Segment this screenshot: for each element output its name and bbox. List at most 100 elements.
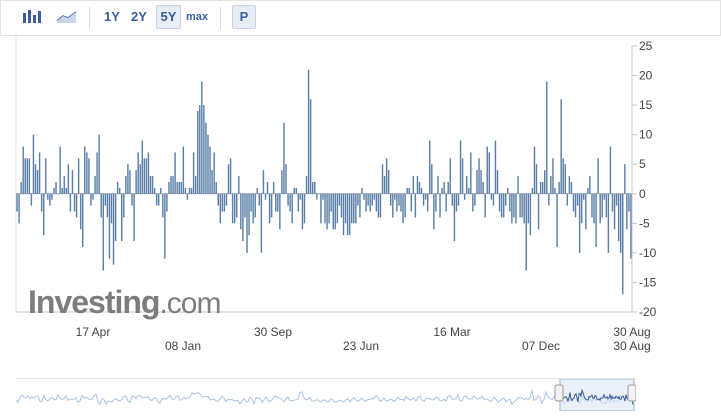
bar[interactable]: [309, 99, 312, 194]
bar[interactable]: [219, 193, 222, 224]
bar[interactable]: [435, 193, 437, 212]
bar[interactable]: [357, 193, 359, 206]
bar[interactable]: [225, 193, 228, 206]
bar[interactable]: [531, 187, 534, 194]
bar[interactable]: [617, 193, 620, 242]
bar[interactable]: [248, 193, 250, 236]
bar[interactable]: [289, 193, 291, 212]
bar[interactable]: [318, 193, 320, 195]
bar[interactable]: [416, 176, 419, 194]
bar[interactable]: [400, 193, 402, 212]
bar[interactable]: [102, 193, 104, 271]
bar[interactable]: [548, 193, 550, 206]
bar[interactable]: [390, 193, 392, 206]
bar[interactable]: [502, 193, 505, 218]
bar[interactable]: [591, 193, 593, 218]
bar[interactable]: [457, 193, 460, 206]
bar[interactable]: [521, 193, 523, 218]
bar[interactable]: [574, 193, 577, 218]
bar[interactable]: [26, 158, 29, 194]
bar[interactable]: [236, 193, 238, 218]
bar[interactable]: [53, 187, 55, 194]
bar[interactable]: [231, 193, 234, 224]
bar[interactable]: [605, 193, 608, 218]
bar[interactable]: [365, 193, 367, 212]
bar[interactable]: [465, 176, 468, 194]
bar[interactable]: [449, 158, 451, 194]
bar[interactable]: [367, 193, 369, 206]
bar[interactable]: [517, 176, 519, 194]
bar[interactable]: [439, 193, 441, 218]
bar[interactable]: [61, 187, 63, 194]
bar[interactable]: [402, 193, 404, 224]
bar[interactable]: [527, 193, 530, 224]
bar[interactable]: [153, 187, 156, 194]
bar[interactable]: [348, 193, 351, 236]
bar[interactable]: [86, 152, 88, 194]
bar[interactable]: [371, 193, 373, 206]
bar[interactable]: [211, 170, 213, 194]
bar[interactable]: [324, 193, 326, 224]
bar[interactable]: [622, 193, 624, 295]
bar[interactable]: [525, 193, 527, 271]
bar[interactable]: [601, 193, 603, 218]
bar[interactable]: [270, 193, 273, 218]
area-chart-icon[interactable]: [55, 7, 79, 27]
bar[interactable]: [426, 193, 429, 212]
bar[interactable]: [203, 105, 205, 194]
bar[interactable]: [174, 152, 176, 194]
bar[interactable]: [593, 193, 595, 224]
bar[interactable]: [281, 170, 283, 194]
bar[interactable]: [272, 181, 275, 194]
bar[interactable]: [121, 193, 123, 242]
bar[interactable]: [599, 193, 601, 224]
bar[interactable]: [607, 193, 610, 253]
bar[interactable]: [578, 193, 581, 253]
bar[interactable]: [595, 193, 597, 247]
bar[interactable]: [57, 193, 59, 195]
bar[interactable]: [65, 187, 68, 194]
bar[interactable]: [63, 176, 65, 194]
bar[interactable]: [330, 193, 332, 212]
bar[interactable]: [394, 193, 396, 200]
bar[interactable]: [180, 181, 183, 194]
bar[interactable]: [455, 193, 458, 212]
bar[interactable]: [51, 193, 53, 200]
bar[interactable]: [461, 158, 464, 194]
bar[interactable]: [613, 193, 616, 230]
bar[interactable]: [404, 193, 406, 218]
bar[interactable]: [544, 170, 546, 194]
bar[interactable]: [22, 146, 24, 194]
bar[interactable]: [155, 193, 158, 206]
bar[interactable]: [90, 193, 92, 206]
bar[interactable]: [118, 187, 121, 194]
bar[interactable]: [227, 164, 230, 194]
bar[interactable]: [194, 176, 197, 194]
bar[interactable]: [496, 170, 499, 194]
bar[interactable]: [139, 164, 141, 194]
bar[interactable]: [145, 158, 148, 194]
bar[interactable]: [151, 176, 154, 194]
bar[interactable]: [566, 193, 569, 206]
bar[interactable]: [351, 193, 353, 224]
bar[interactable]: [242, 193, 244, 242]
bar[interactable]: [359, 193, 361, 218]
bar[interactable]: [123, 193, 125, 218]
bar[interactable]: [188, 187, 191, 194]
bar[interactable]: [583, 193, 585, 200]
bar[interactable]: [476, 170, 478, 194]
bar[interactable]: [168, 181, 170, 194]
bar[interactable]: [38, 152, 41, 194]
bar[interactable]: [406, 187, 408, 194]
navigator-selection[interactable]: [559, 378, 635, 412]
bar[interactable]: [307, 69, 310, 194]
bar[interactable]: [268, 193, 271, 224]
range-max-button[interactable]: max: [185, 11, 209, 23]
bar[interactable]: [568, 176, 571, 194]
bar[interactable]: [262, 170, 265, 194]
bar[interactable]: [55, 181, 57, 194]
bar[interactable]: [533, 146, 536, 194]
bar[interactable]: [36, 170, 39, 194]
bar[interactable]: [513, 193, 515, 218]
bar[interactable]: [320, 193, 322, 224]
